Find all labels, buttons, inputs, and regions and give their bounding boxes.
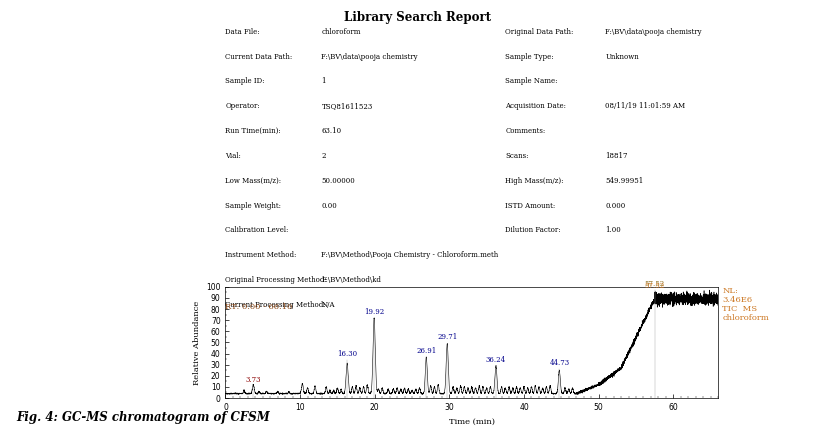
Text: Operator:: Operator: — [225, 102, 261, 110]
Text: N/A: N/A — [321, 301, 335, 309]
Text: High Mass(m/z):: High Mass(m/z): — [505, 177, 564, 185]
Text: 19.92: 19.92 — [364, 308, 384, 316]
Text: 57.52: 57.52 — [645, 282, 665, 290]
Text: Fig. 4: GC-MS chromatogram of CFSM: Fig. 4: GC-MS chromatogram of CFSM — [17, 411, 271, 424]
Text: 08/11/19 11:01:59 AM: 08/11/19 11:01:59 AM — [605, 102, 686, 110]
Text: TSQ81611523: TSQ81611523 — [321, 102, 372, 110]
Text: Run Time(min):: Run Time(min): — [225, 127, 281, 135]
Text: F:\BV\data\pooja chemistry: F:\BV\data\pooja chemistry — [321, 53, 418, 61]
Text: Unknown: Unknown — [605, 53, 639, 61]
Text: F:\BV\Method\Pooja Chemistry - Chloroform.meth: F:\BV\Method\Pooja Chemistry - Chlorofor… — [321, 251, 498, 259]
Text: Current Data Path:: Current Data Path: — [225, 53, 293, 61]
Text: 1: 1 — [321, 77, 326, 86]
Text: NL:
3.46E6
TIC  MS
chloroform: NL: 3.46E6 TIC MS chloroform — [722, 287, 769, 322]
Text: 549.99951: 549.99951 — [605, 177, 644, 185]
Text: Dilution Factor:: Dilution Factor: — [505, 226, 561, 235]
Text: 0.000: 0.000 — [605, 202, 625, 210]
Text: 26.91: 26.91 — [416, 347, 437, 355]
Text: Vial:: Vial: — [225, 152, 241, 160]
Text: 18817: 18817 — [605, 152, 628, 160]
Text: 63.10: 63.10 — [321, 127, 342, 135]
Text: 29.71: 29.71 — [437, 333, 458, 341]
Text: chloroform: chloroform — [321, 28, 361, 36]
Text: Comments:: Comments: — [505, 127, 545, 135]
Text: 16.30: 16.30 — [337, 350, 357, 358]
Text: RT: 0.00 - 66.10: RT: 0.00 - 66.10 — [225, 303, 293, 311]
Text: Sample Name:: Sample Name: — [505, 77, 558, 86]
Text: 50.00000: 50.00000 — [321, 177, 355, 185]
Text: Sample Type:: Sample Type: — [505, 53, 554, 61]
Text: Sample Weight:: Sample Weight: — [225, 202, 281, 210]
Text: Low Mass(m/z):: Low Mass(m/z): — [225, 177, 281, 185]
Text: Scans:: Scans: — [505, 152, 529, 160]
Text: Original Data Path:: Original Data Path: — [505, 28, 574, 36]
Text: 1.00: 1.00 — [605, 226, 621, 235]
Text: Current Processing Method:: Current Processing Method: — [225, 301, 326, 309]
Y-axis label: Relative Abundance: Relative Abundance — [193, 300, 200, 384]
X-axis label: Time (min): Time (min) — [448, 417, 495, 425]
Text: 44.73: 44.73 — [549, 359, 569, 367]
Text: 3.73: 3.73 — [245, 376, 261, 383]
Text: F:\BV\data\pooja chemistry: F:\BV\data\pooja chemistry — [605, 28, 702, 36]
Text: Instrument Method:: Instrument Method: — [225, 251, 296, 259]
Text: Data File:: Data File: — [225, 28, 260, 36]
Text: Library Search Report: Library Search Report — [344, 11, 491, 24]
Text: ISTD Amount:: ISTD Amount: — [505, 202, 555, 210]
Text: F:\BV\Method\kd: F:\BV\Method\kd — [321, 276, 382, 284]
Text: Original Processing Method:: Original Processing Method: — [225, 276, 327, 284]
Text: 2: 2 — [321, 152, 326, 160]
Text: 57.52: 57.52 — [645, 280, 665, 288]
Text: Sample ID:: Sample ID: — [225, 77, 265, 86]
Text: Calibration Level:: Calibration Level: — [225, 226, 289, 235]
Text: 0.00: 0.00 — [321, 202, 337, 210]
Text: 36.24: 36.24 — [486, 356, 506, 363]
Text: Acquisition Date:: Acquisition Date: — [505, 102, 566, 110]
